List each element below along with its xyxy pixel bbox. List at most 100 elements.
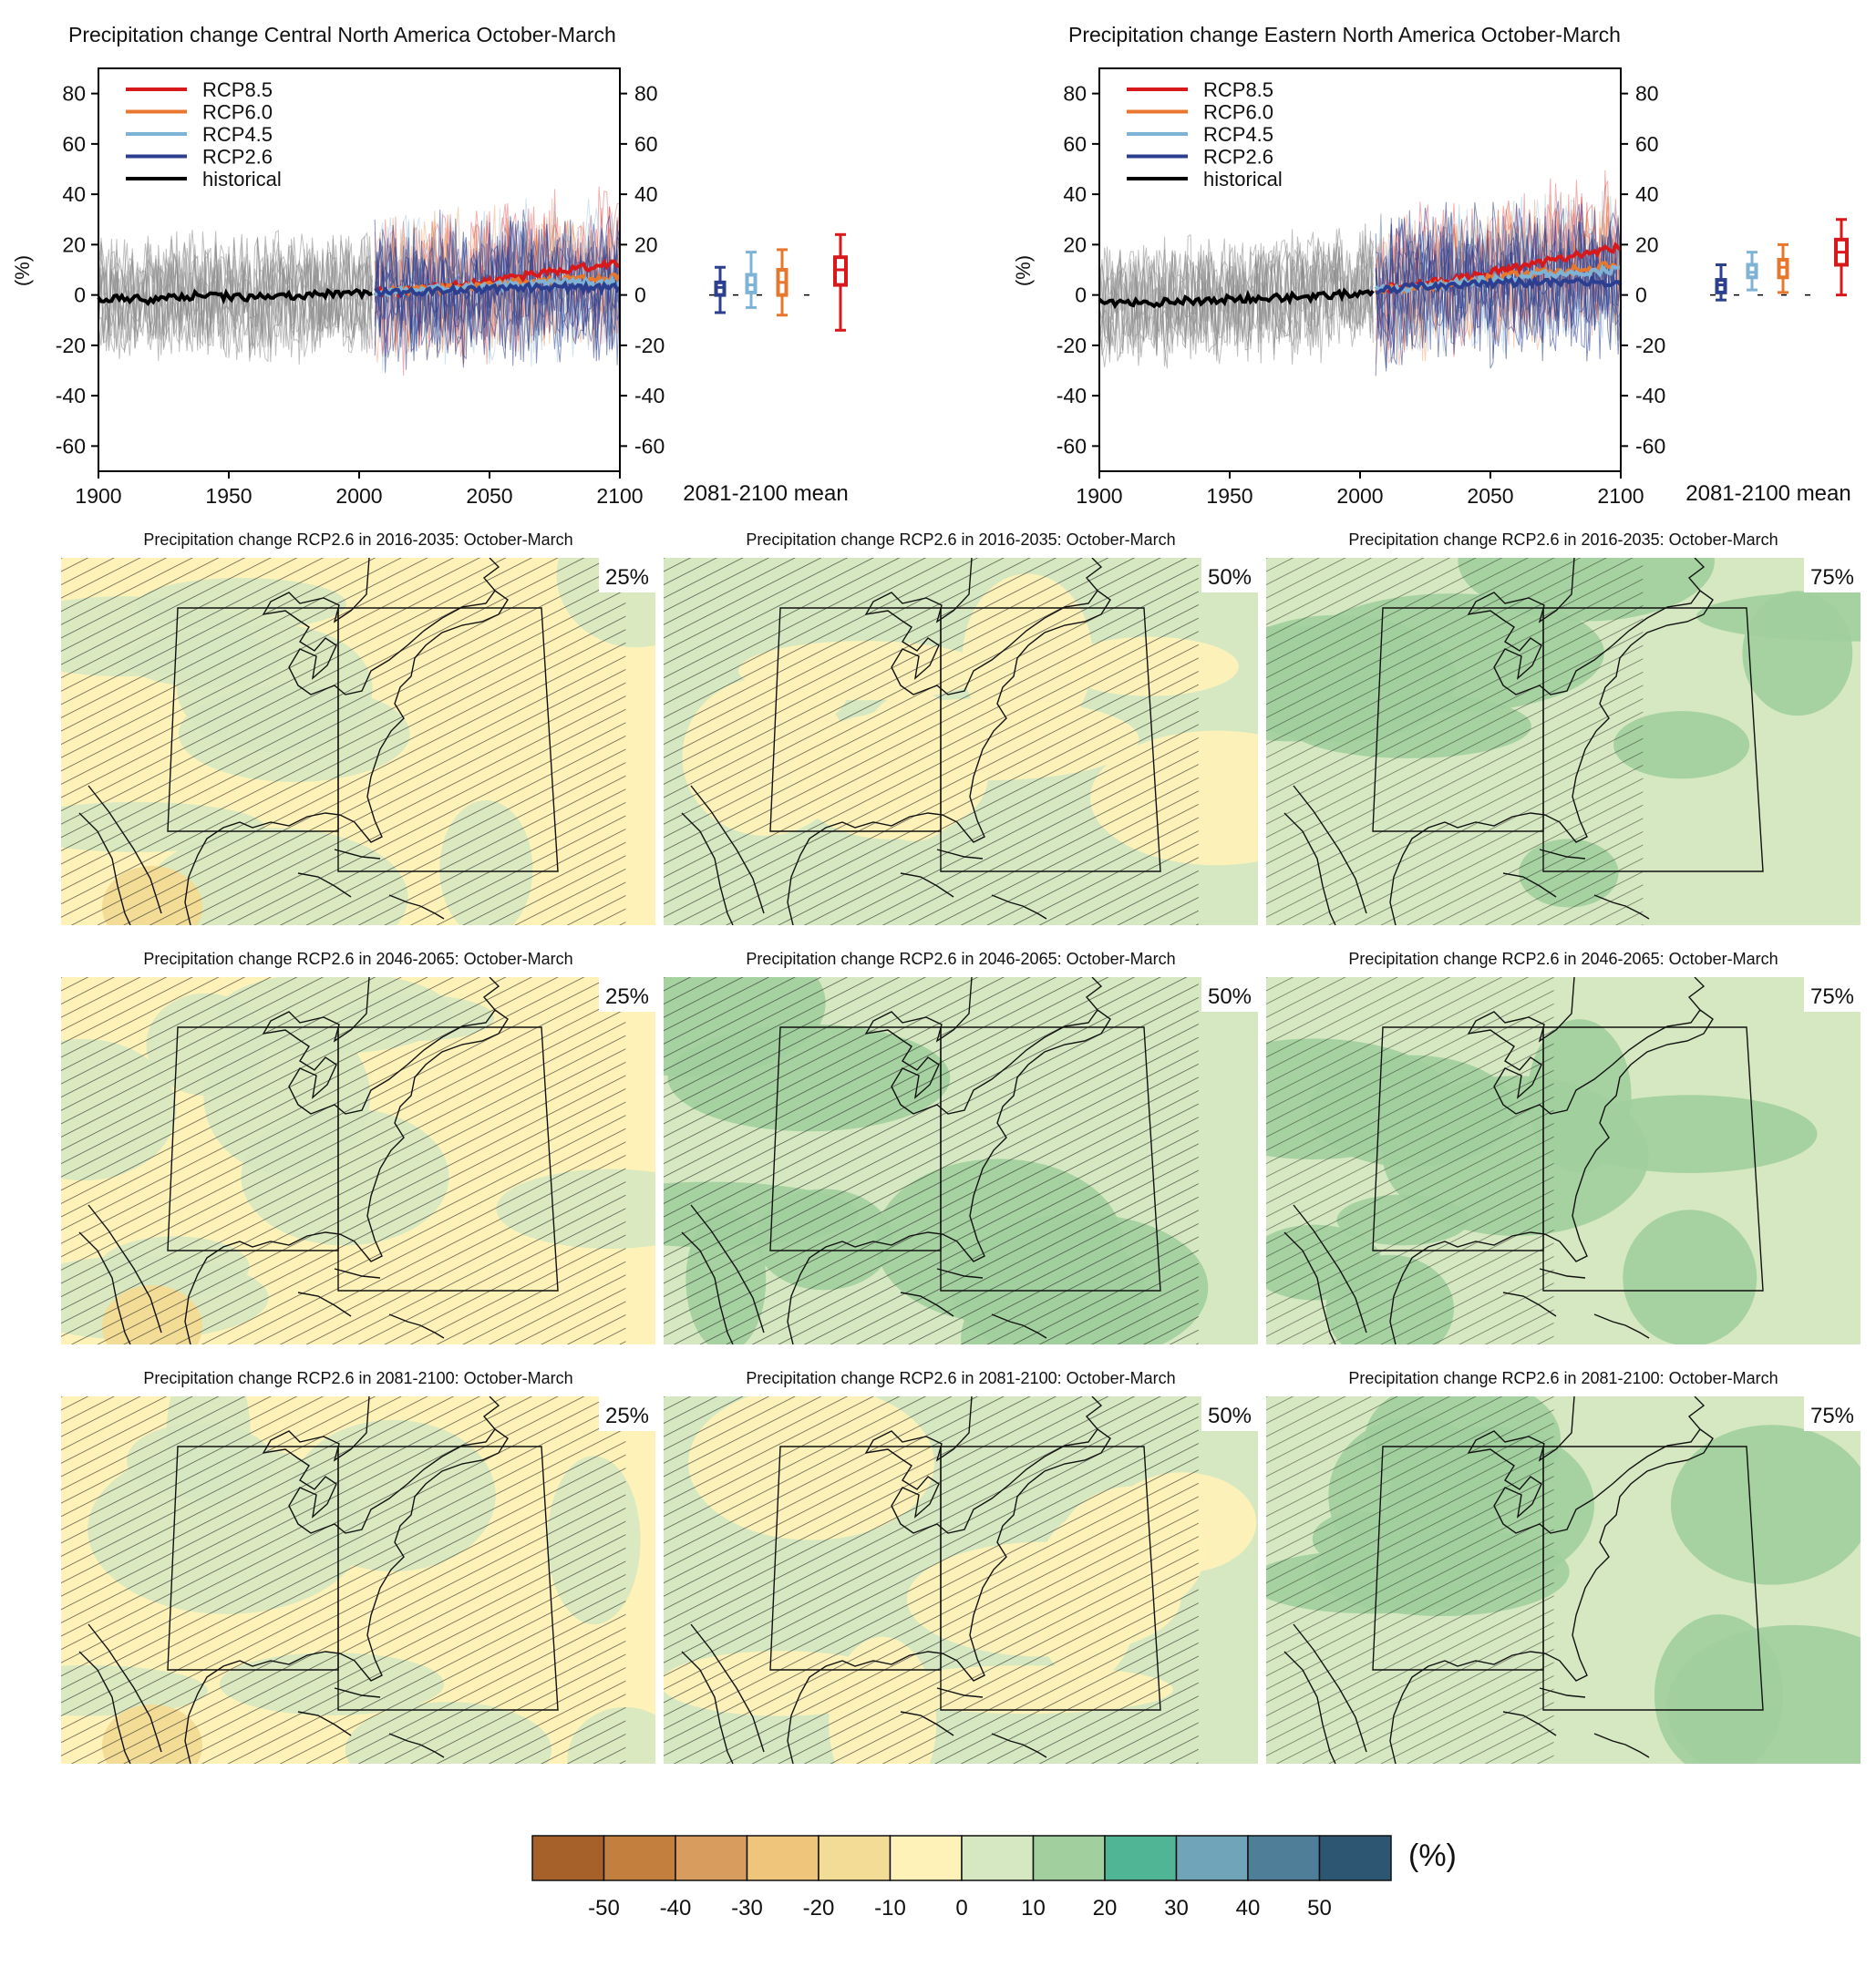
y-tick-label-right: 80 bbox=[1635, 82, 1659, 106]
y-tick-label-right: 60 bbox=[1635, 132, 1659, 156]
colorbar-tick-label: -20 bbox=[803, 1896, 835, 1921]
percentile-badge bbox=[1804, 558, 1861, 592]
y-tick-label: 20 bbox=[62, 232, 86, 256]
y-tick-label-right: 0 bbox=[634, 283, 646, 307]
colorbar-cell bbox=[746, 1835, 819, 1881]
map-coastline bbox=[1283, 1396, 1714, 1764]
map-panel: Precipitation change RCP2.6 in 2016-2035… bbox=[1266, 530, 1861, 925]
percentile-label: 50% bbox=[1208, 1404, 1252, 1428]
rcp26-member bbox=[1376, 201, 1622, 372]
y-tick-label: -20 bbox=[1057, 334, 1087, 357]
map-anomaly-patch bbox=[1613, 711, 1750, 779]
percentile-label: 25% bbox=[605, 1404, 649, 1428]
rcp60-mean-line bbox=[373, 272, 622, 298]
colorbar-cell bbox=[1032, 1835, 1106, 1881]
map-anomaly-patch bbox=[1666, 1624, 1861, 1764]
colorbar-tick-label: 20 bbox=[1093, 1896, 1118, 1921]
region-box-eastern bbox=[337, 1446, 559, 1711]
x-tick-label: 2000 bbox=[335, 484, 382, 508]
map-anomaly-patch bbox=[1670, 1425, 1861, 1585]
timeseries-panel-eastern: Precipitation change Eastern North Ameri… bbox=[1012, 23, 1851, 508]
y-tick-label: -60 bbox=[56, 434, 86, 458]
historical-member bbox=[1098, 229, 1374, 364]
y-tick-label-right: 60 bbox=[634, 132, 658, 156]
map-grid: Precipitation change RCP2.6 in 2016-2035… bbox=[61, 530, 1861, 1764]
region-box-eastern bbox=[940, 1446, 1161, 1711]
map-field bbox=[61, 558, 655, 925]
percentile-label: 75% bbox=[1810, 565, 1854, 590]
historical-mean-line bbox=[97, 287, 373, 306]
percentile-badge bbox=[1201, 977, 1258, 1012]
rcp26-mean-line bbox=[374, 280, 622, 299]
x-tick-label: 2000 bbox=[1336, 484, 1383, 508]
map-panel: Precipitation change RCP2.6 in 2016-2035… bbox=[664, 530, 1258, 925]
percentile-badge bbox=[1201, 558, 1258, 592]
y-tick-label: 80 bbox=[1063, 82, 1087, 106]
map-panel: Precipitation change RCP2.6 in 2016-2035… bbox=[61, 530, 655, 925]
y-tick-label-right: -40 bbox=[1635, 384, 1665, 407]
map-coastline bbox=[78, 1396, 509, 1764]
legend-label-rcp26: RCP2.6 bbox=[1203, 146, 1273, 169]
legend-label-historical: historical bbox=[202, 168, 282, 191]
colorbar-cell bbox=[603, 1835, 676, 1881]
legend-label-rcp26: RCP2.6 bbox=[202, 146, 273, 169]
map-title: Precipitation change RCP2.6 in 2081-2100… bbox=[143, 1369, 572, 1387]
legend-label-historical: historical bbox=[1203, 168, 1283, 191]
y-tick-label-right: -20 bbox=[1635, 334, 1665, 357]
percentile-label: 25% bbox=[605, 984, 649, 1009]
historical-mean-line bbox=[1098, 287, 1375, 310]
historical-member bbox=[98, 235, 373, 358]
map-field bbox=[1266, 1396, 1861, 1764]
legend-label-rcp45: RCP4.5 bbox=[202, 123, 273, 146]
y-tick-label: -60 bbox=[1057, 434, 1087, 458]
map-title: Precipitation change RCP2.6 in 2016-2035… bbox=[1348, 530, 1778, 549]
percentile-badge bbox=[599, 1396, 655, 1431]
legend-label-rcp60: RCP6.0 bbox=[202, 101, 273, 124]
map-title: Precipitation change RCP2.6 in 2016-2035… bbox=[143, 530, 572, 549]
rcp26-member bbox=[374, 215, 621, 366]
map-field bbox=[664, 977, 1258, 1344]
x-tick-label: 2050 bbox=[1467, 484, 1513, 508]
y-tick-label-right: -60 bbox=[1635, 434, 1665, 458]
map-field bbox=[1266, 977, 1861, 1344]
colorbar-cell bbox=[1318, 1835, 1392, 1881]
y-tick-label-right: 40 bbox=[634, 182, 658, 206]
historical-member bbox=[98, 238, 373, 352]
map-field bbox=[61, 1396, 655, 1764]
box-label-eastern: 2081-2100 mean bbox=[1685, 481, 1850, 506]
colorbar-cell bbox=[818, 1835, 892, 1881]
colorbar-tick-label: -40 bbox=[660, 1896, 692, 1921]
percentile-label: 50% bbox=[1208, 565, 1252, 590]
legend-label-rcp85: RCP8.5 bbox=[1203, 78, 1273, 101]
percentile-badge bbox=[599, 558, 655, 592]
colorbar-unit: (%) bbox=[1408, 1838, 1457, 1873]
map-coastline bbox=[1283, 558, 1714, 925]
map-coastline bbox=[78, 977, 509, 1344]
map-hatching bbox=[61, 977, 626, 1344]
map-title: Precipitation change RCP2.6 in 2046-2065… bbox=[1348, 950, 1778, 968]
region-box-eastern bbox=[940, 607, 1161, 872]
colorbar-cell bbox=[1247, 1835, 1321, 1881]
map-hatching bbox=[664, 977, 1199, 1344]
map-hatching bbox=[1266, 1396, 1554, 1764]
colorbar-tick-label: 40 bbox=[1236, 1896, 1261, 1921]
region-box-eastern bbox=[1542, 607, 1764, 872]
map-hatching bbox=[61, 558, 626, 925]
x-tick-label: 1900 bbox=[1076, 484, 1122, 508]
chart-title-central: Precipitation change Central North Ameri… bbox=[68, 23, 616, 46]
y-tick-label-right: 0 bbox=[1635, 283, 1647, 307]
map-hatching bbox=[1266, 558, 1644, 925]
colorbar-cell bbox=[531, 1835, 605, 1881]
historical-member bbox=[98, 232, 373, 353]
colorbar-cell bbox=[1175, 1835, 1249, 1881]
colorbar-cell bbox=[961, 1835, 1035, 1881]
map-panel: Precipitation change RCP2.6 in 2081-2100… bbox=[1266, 1369, 1861, 1764]
y-tick-label-right: -60 bbox=[634, 434, 665, 458]
y-tick-label: 0 bbox=[74, 283, 86, 307]
region-box-eastern bbox=[940, 1026, 1161, 1292]
percentile-badge bbox=[1201, 1396, 1258, 1431]
map-coastline bbox=[681, 1396, 1111, 1764]
colorbar-cell bbox=[1104, 1835, 1178, 1881]
map-title: Precipitation change RCP2.6 in 2081-2100… bbox=[1348, 1369, 1778, 1387]
